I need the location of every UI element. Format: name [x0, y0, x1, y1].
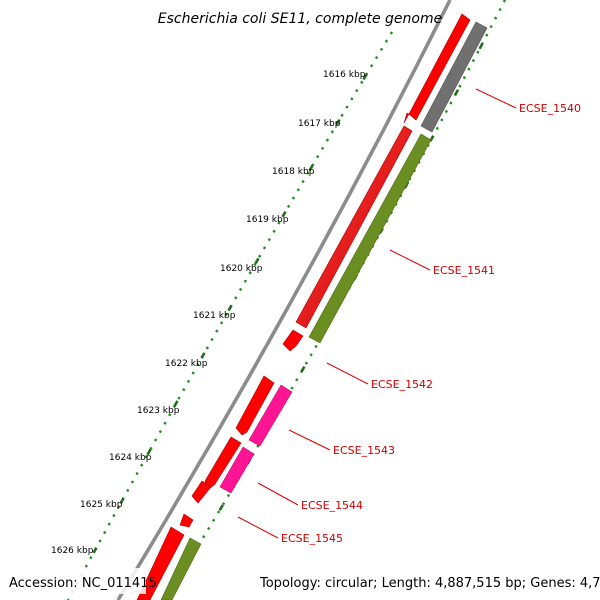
major-tick	[454, 89, 460, 96]
gene-feature[interactable]	[160, 537, 202, 600]
major-tick	[119, 497, 125, 505]
major-tick	[281, 210, 287, 218]
gene-feature[interactable]	[204, 436, 242, 491]
gene-feature[interactable]	[219, 446, 255, 494]
accession-backdrop	[6, 568, 146, 594]
gene-feature[interactable]	[179, 513, 194, 528]
major-tick	[218, 504, 224, 511]
gene-label[interactable]: ECSE_1540	[519, 102, 581, 115]
gene-label[interactable]: ECSE_1545	[281, 532, 343, 545]
position-label: 1623 kbp	[137, 406, 180, 416]
position-label: 1621 kbp	[193, 311, 236, 321]
major-tick	[200, 352, 206, 359]
position-label: 1617 kbp	[298, 119, 341, 129]
position-label: 1624 kbp	[109, 453, 152, 463]
major-tick	[227, 304, 233, 312]
label-leaders	[237, 88, 517, 539]
gene-feature[interactable]	[420, 21, 488, 133]
topology-backdrop	[256, 568, 594, 594]
gene-feature[interactable]	[282, 329, 304, 352]
major-tick	[254, 257, 260, 265]
gene-label[interactable]: ECSE_1542	[371, 378, 433, 391]
position-label: 1625 kbp	[80, 500, 123, 510]
position-label: 1626 kbp	[51, 546, 94, 556]
backbone	[116, 0, 452, 600]
gene-label[interactable]: ECSE_1544	[301, 499, 363, 512]
position-label: 1616 kbp	[323, 70, 366, 80]
topology-text: Topology: circular; Length: 4,887,515 bp…	[259, 576, 600, 591]
major-tick	[173, 400, 179, 407]
gene-feature[interactable]	[235, 375, 275, 436]
position-label: 1622 kbp	[165, 359, 208, 369]
outer-major-ticks	[92, 73, 368, 554]
major-tick	[308, 164, 314, 172]
gene-feature[interactable]	[295, 125, 413, 329]
gene-label[interactable]: ECSE_1543	[333, 444, 395, 457]
forward-strand-genes	[136, 13, 471, 600]
gene-feature[interactable]	[136, 526, 185, 600]
map-title: Escherichia coli SE11, complete genome	[158, 11, 442, 27]
major-tick	[478, 42, 484, 50]
gene-feature[interactable]	[191, 480, 212, 504]
major-tick	[146, 448, 152, 456]
position-label: 1618 kbp	[272, 167, 315, 177]
gene-label[interactable]: ECSE_1541	[433, 264, 495, 277]
major-tick	[362, 73, 368, 81]
gene-feature[interactable]	[248, 384, 293, 447]
gene-feature[interactable]	[308, 133, 432, 344]
major-tick	[335, 118, 341, 126]
major-tick	[300, 365, 306, 373]
outer-tick-ring	[66, 31, 394, 600]
major-tick	[92, 546, 98, 554]
accession-text: Accession: NC_011415	[9, 576, 157, 591]
position-label: 1620 kbp	[220, 264, 263, 274]
inner-tick-ring	[163, 0, 507, 600]
gene-feature[interactable]	[403, 13, 471, 124]
reverse-strand-genes	[160, 21, 488, 600]
position-label: 1619 kbp	[246, 215, 289, 225]
